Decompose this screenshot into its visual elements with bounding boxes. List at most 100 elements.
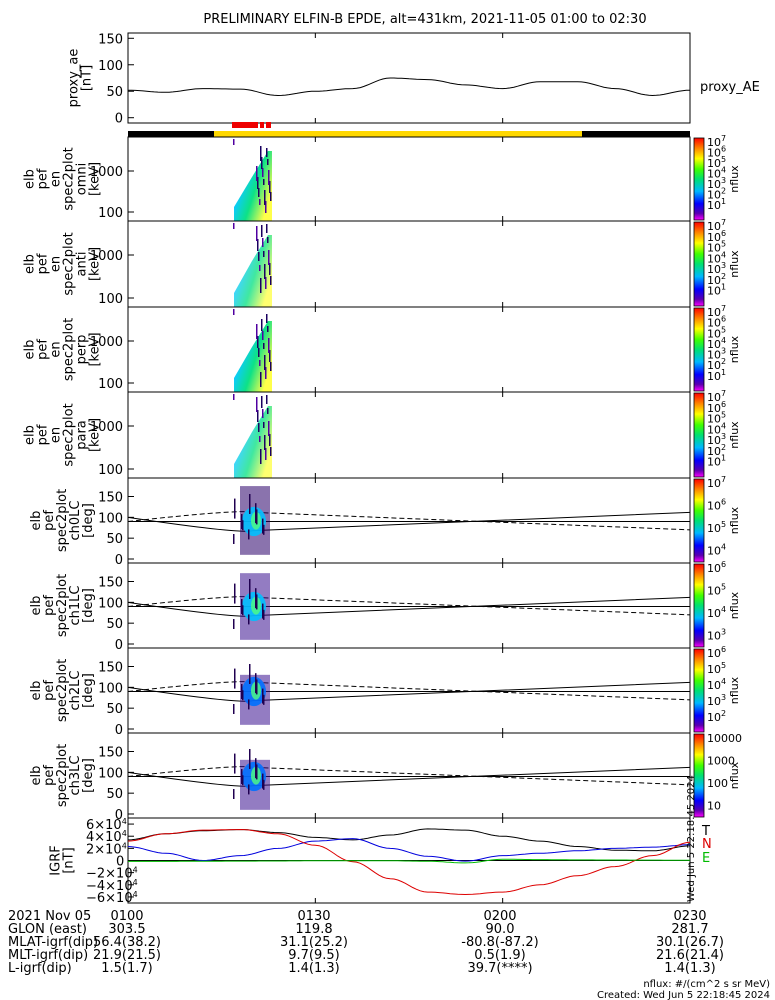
- xaxis-row-0-v3: 0230: [673, 909, 706, 924]
- ch2LC-streak-0: [233, 704, 235, 714]
- colorbar-1-label-text: nflux: [728, 165, 741, 193]
- xaxis-row-4-v1: 1.4(1.3): [288, 961, 340, 976]
- colorbar-4-tick-3: 104: [707, 421, 726, 436]
- anti-spectrum-fill: [234, 235, 272, 307]
- ch1LC-streak-5: [234, 583, 236, 604]
- xaxis-row-2-label: MLAT-igrf(dip): [8, 935, 98, 950]
- ae-ylabel-line-1: [nT]: [80, 65, 95, 91]
- colorbar-2-tick-3: 104: [707, 250, 726, 265]
- para-ylabel-line-3: spec2plot: [62, 403, 77, 466]
- perp-streak-15: [256, 324, 258, 339]
- perp-streak-3: [268, 338, 270, 353]
- ch1LC-ytick-label-1: 100: [98, 596, 123, 611]
- igrf-legend-T: T: [701, 824, 710, 839]
- colorbar-4-tick-4: 103: [707, 432, 726, 447]
- xaxis-row-1-v1: 119.8: [295, 922, 332, 937]
- colorbar-2: [693, 221, 705, 307]
- ch3LC-streak-1: [262, 773, 264, 789]
- ch3LC-ylabel-line-3: ch3LC: [68, 756, 83, 796]
- colorbar-4-tick-1: 106: [707, 400, 726, 415]
- anti-streak-10: [261, 225, 263, 237]
- colorbar-4-label: nflux: [728, 421, 741, 449]
- ch0LC-ytick-label-1: 100: [98, 511, 123, 526]
- ch3LC-streak-3: [248, 784, 250, 795]
- perp-streak-10: [261, 319, 263, 331]
- ch2LC-ytick-label-3: 0: [115, 723, 123, 738]
- xaxis-row-4-v0: 1.5(1.7): [101, 961, 153, 976]
- ch1LC-ytick-label-2: 50: [106, 617, 123, 632]
- xaxis-row-3-v2: 0.5(1.9): [474, 948, 526, 963]
- para-ylabel-line-0: elb: [23, 425, 38, 445]
- panels: 150100500proxy_AEproxy_ae[nT]10001001071…: [23, 32, 760, 906]
- colorbar-7-tick-1: 105: [707, 661, 726, 676]
- para-ytick-label-0: 1000: [90, 420, 123, 435]
- para-streak-10: [261, 396, 263, 408]
- ch2LC-streak-8: [249, 664, 251, 684]
- colorbar-6-label-text: nflux: [728, 591, 741, 619]
- xaxis-row-0-v1: 0130: [297, 909, 330, 924]
- anti-frame: [127, 220, 691, 308]
- para-streak-14: [257, 410, 259, 422]
- colorbar-3-tick-2: 105: [707, 325, 726, 340]
- xaxis-row-2-v0: 56.4(38.2): [93, 935, 161, 950]
- colorbar-5-tick-2: 105: [707, 520, 726, 535]
- omni-streak-1: [270, 192, 272, 201]
- ch3LC-ytick-label-1: 100: [98, 766, 123, 781]
- status-bar-red-2: [260, 122, 264, 128]
- colorbar-4: [693, 392, 705, 478]
- xaxis-row-3-label: MLT-igrf(dip): [8, 948, 88, 963]
- colorbar-4-tick-2: 105: [707, 411, 726, 426]
- omni-ytick-label-1: 100: [98, 206, 123, 221]
- perp-streak-8: [263, 343, 265, 349]
- colorbar-7-tick-2: 104: [707, 677, 726, 692]
- ch1LC-streak-7: [256, 594, 258, 610]
- perp-ylabel-line-4: perp: [75, 335, 90, 365]
- para-streak-12: [259, 436, 261, 442]
- ae-ytick-label-1: 100: [98, 59, 123, 74]
- ch3LC-streak-0: [233, 789, 235, 799]
- anti-ylabel-line-4: anti: [75, 252, 90, 277]
- colorbar-8-label-text: nflux: [728, 761, 741, 789]
- para-ylabel-line-5: [keV]: [88, 418, 103, 452]
- colorbar-3-label: nflux: [728, 335, 741, 363]
- ae-frame: [127, 32, 691, 124]
- omni-streak-5: [266, 148, 268, 157]
- xaxis-row-1-label: GLON (east): [8, 922, 87, 937]
- xaxis-row-3-v1: 9.7(9.5): [288, 948, 340, 963]
- igrf-ytick-label-6: −6×104: [86, 890, 138, 906]
- ch2LC-ytick-label-1: 100: [98, 681, 123, 696]
- ch3LC-anti-loss-cone: [127, 766, 691, 786]
- xaxis-row-1-v3: 281.7: [671, 922, 708, 937]
- para-spectrum-fill: [234, 406, 272, 478]
- omni-streak-12: [259, 199, 261, 205]
- xaxis-row-3-v0: 21.9(21.5): [93, 948, 161, 963]
- colorbar-1-tick-3: 104: [707, 165, 726, 180]
- ch3LC-ytick-label-2: 50: [106, 787, 123, 802]
- colorbar-8-tick-3: 10: [707, 800, 721, 813]
- igrf-series-T: [127, 828, 691, 852]
- ch3LC-streak-2: [255, 758, 257, 779]
- ch1LC-ytick-label-3: 0: [115, 638, 123, 653]
- igrf-ytick-label-5: −4×104: [86, 878, 138, 894]
- anti-ylabel-line-3: spec2plot: [62, 232, 77, 295]
- para-streak-8: [263, 422, 265, 428]
- ch1LC-streak-8: [249, 579, 251, 599]
- anti-ylabel-line-1: pef: [36, 253, 51, 274]
- ch1LC-anti-loss-cone: [127, 596, 691, 616]
- ch0LC-streak-7: [256, 509, 258, 525]
- colorbar-3-tick-5: 102: [707, 357, 726, 372]
- igrf-side-note-text: Wed Jun 5 22:18:45 2024: [686, 775, 697, 902]
- anti-streak-4: [267, 237, 269, 243]
- colorbar-3-tick-3: 104: [707, 336, 726, 351]
- anti-streak-8: [263, 251, 265, 257]
- ch1LC-ytick-label-0: 150: [98, 576, 123, 591]
- colorbar-7-label-text: nflux: [728, 676, 741, 704]
- footer-created: Created: Wed Jun 5 22:18:45 2024: [597, 990, 770, 1000]
- omni-ylabel-line-4: omni: [75, 163, 90, 195]
- ch1LC-streak-1: [262, 603, 264, 619]
- ch0LC-streak-4: [241, 514, 243, 529]
- ch3LC-streak-7: [256, 764, 258, 780]
- ch2LC-ylabel-line-2: spec2plot: [55, 659, 70, 722]
